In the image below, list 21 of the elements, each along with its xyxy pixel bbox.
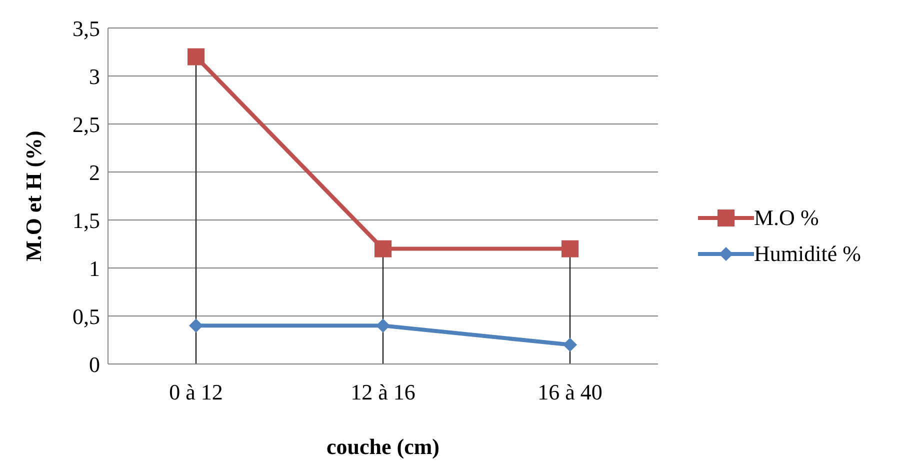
x-tick-label: 16 à 40: [538, 380, 602, 405]
point: [563, 338, 577, 352]
x-tick-label: 12 à 16: [350, 380, 416, 405]
y-tick-label: 1,5: [72, 208, 100, 233]
legend-label: Humidité %: [754, 241, 861, 267]
y-tick-label: 3: [89, 64, 100, 89]
point: [374, 240, 392, 258]
y-tick-label: 3,5: [72, 16, 100, 41]
x-axis-title: couche (cm): [326, 434, 440, 459]
point: [188, 48, 204, 66]
y-axis-title: M.O et H (%): [20, 130, 46, 262]
y-tick-label: 1: [89, 256, 100, 281]
point: [189, 318, 203, 333]
point: [562, 240, 578, 258]
y-tick-label: 0,5: [72, 304, 100, 329]
y-tick-label: 2,5: [72, 112, 100, 137]
y-tick-label: 0: [89, 352, 100, 377]
legend-label: M.O %: [754, 205, 819, 231]
x-tick-label: 0 à 12: [169, 380, 223, 405]
point: [376, 318, 390, 333]
y-tick-label: 2: [89, 160, 100, 185]
